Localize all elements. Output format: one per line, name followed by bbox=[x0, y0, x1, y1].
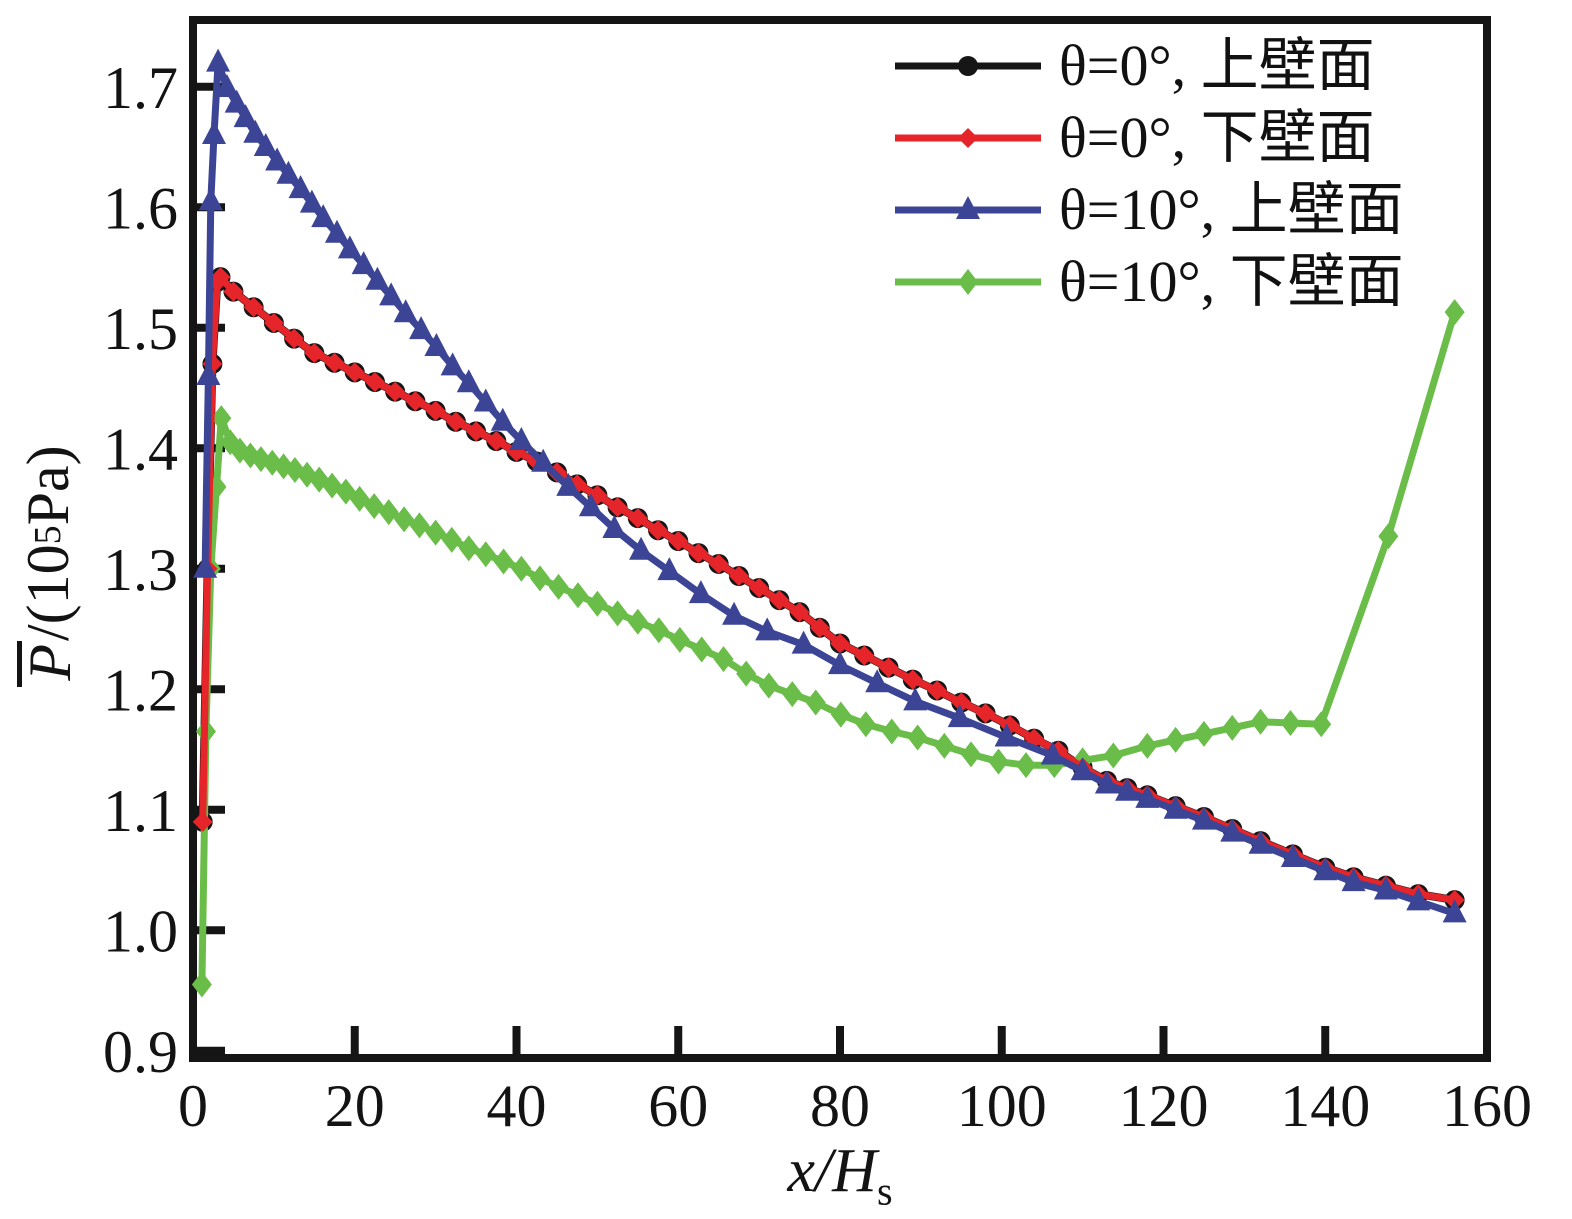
plot-frame bbox=[189, 16, 1491, 1062]
legend-marker-triangle-icon bbox=[956, 196, 980, 219]
legend-marker-circle-icon bbox=[958, 56, 978, 76]
legend-label: θ=10°, 下壁面 bbox=[1059, 249, 1404, 314]
y-axis-title: P/(10 5 Pa) bbox=[10, 371, 86, 761]
y-tick-label: 0.9 bbox=[103, 1019, 178, 1085]
x-axis-tick-labels: 0 20 40 60 80 100 120 140 160 bbox=[178, 1073, 1532, 1139]
x-tick-label: 100 bbox=[957, 1073, 1047, 1139]
legend-label: θ=10°, 上壁面 bbox=[1059, 177, 1404, 242]
y-tick-label: 1.3 bbox=[103, 537, 178, 603]
series-theta10-lower-wall-line bbox=[198, 308, 1459, 988]
series-theta10-lower-wall-markers bbox=[191, 299, 1465, 998]
x-axis-ticks bbox=[350, 1026, 1330, 1054]
y-axis-title-mid: /(10 bbox=[14, 544, 81, 641]
legend-item-theta0-upper-wall: θ=0°, 上壁面 bbox=[893, 30, 1404, 102]
series-theta10-upper-wall-markers bbox=[193, 48, 1467, 923]
series-theta0-lower-wall-line bbox=[199, 273, 1459, 904]
legend-label: θ=0°, 上壁面 bbox=[1059, 33, 1375, 98]
x-tick-label: 0 bbox=[178, 1073, 208, 1139]
series-theta0-upper-wall bbox=[192, 267, 1465, 911]
x-tick-label: 140 bbox=[1280, 1073, 1370, 1139]
y-axis-tick-labels: 0.9 1.0 1.1 1.2 1.3 1.4 1.5 1.6 1.7 bbox=[103, 55, 178, 1085]
x-axis-title-sub: s bbox=[876, 1168, 893, 1214]
y-tick-label: 1.0 bbox=[103, 898, 178, 964]
series-theta0-lower-wall bbox=[192, 267, 1465, 911]
y-tick-label: 1.4 bbox=[103, 416, 178, 482]
x-axis-title: x/Hs bbox=[715, 1136, 965, 1211]
legend-marker-diamond-icon bbox=[958, 269, 978, 295]
y-tick-label: 1.1 bbox=[103, 778, 178, 844]
legend-swatch-diamond-icon bbox=[895, 269, 1041, 295]
legend-swatch-triangle-icon bbox=[895, 196, 1041, 219]
x-tick-label: 60 bbox=[648, 1073, 708, 1139]
series-theta0-upper-wall-line bbox=[198, 273, 1459, 905]
legend-marker-square-diamond-icon bbox=[958, 128, 978, 148]
x-tick-label: 20 bbox=[325, 1073, 385, 1139]
x-tick-label: 160 bbox=[1442, 1073, 1532, 1139]
y-tick-label: 1.5 bbox=[103, 296, 178, 362]
legend-item-theta10-upper-wall: θ=10°, 上壁面 bbox=[893, 174, 1404, 246]
y-axis-title-unit: Pa) bbox=[14, 445, 81, 526]
x-tick-label: 80 bbox=[810, 1073, 870, 1139]
x-tick-label: 120 bbox=[1119, 1073, 1209, 1139]
legend-label: θ=0°, 下壁面 bbox=[1059, 105, 1375, 170]
y-tick-label: 1.7 bbox=[103, 55, 178, 121]
legend-swatch-circle-icon bbox=[895, 56, 1041, 76]
series-theta0-upper-wall-markers bbox=[192, 267, 1465, 911]
series-theta0-lower-wall-markers bbox=[192, 267, 1465, 911]
x-axis-title-main: x/H bbox=[787, 1137, 877, 1205]
legend-item-theta10-lower-wall: θ=10°, 下壁面 bbox=[893, 246, 1404, 318]
y-tick-label: 1.6 bbox=[103, 175, 178, 241]
series-theta10-lower-wall bbox=[191, 299, 1465, 998]
series-theta10-upper-wall bbox=[193, 48, 1467, 923]
y-axis-title-p: P bbox=[17, 641, 83, 687]
legend: θ=0°, 上壁面 θ=0°, 下壁面 θ=10°, 上壁面 θ=10°, 下壁… bbox=[893, 30, 1404, 318]
legend-swatch-diamond-icon bbox=[895, 128, 1041, 148]
x-tick-label: 40 bbox=[487, 1073, 547, 1139]
legend-item-theta0-lower-wall: θ=0°, 下壁面 bbox=[893, 102, 1404, 174]
y-tick-label: 1.2 bbox=[103, 657, 178, 723]
